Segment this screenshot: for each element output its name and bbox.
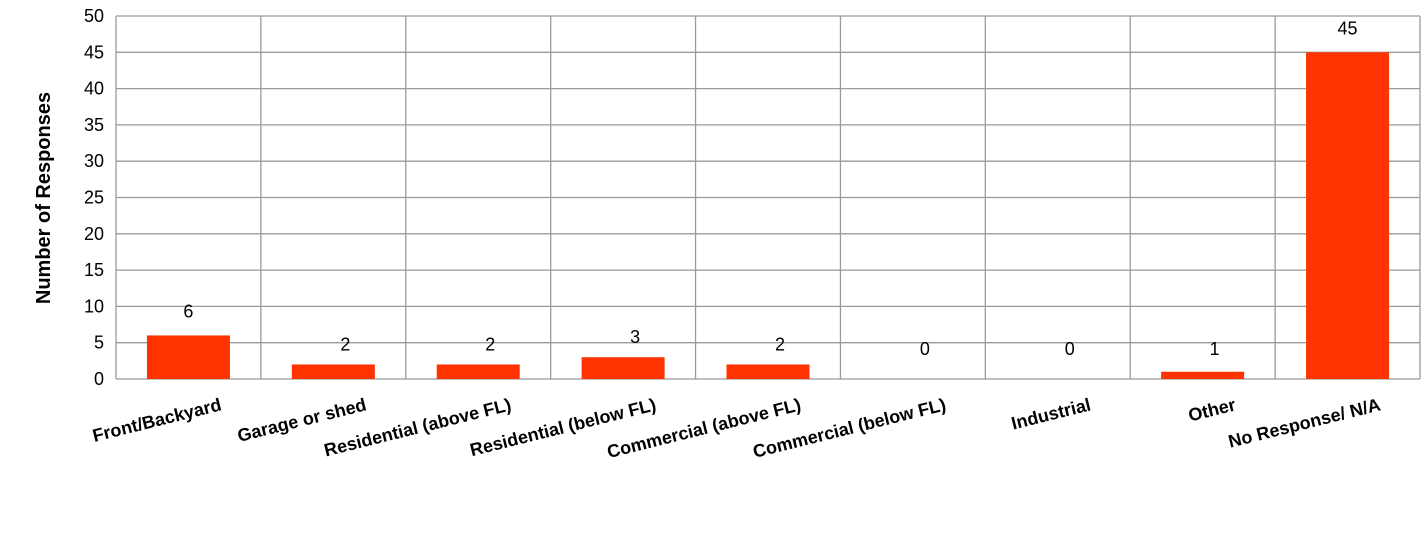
y-tick-label: 5 [94, 333, 104, 353]
data-label: 45 [1338, 18, 1358, 38]
x-category-label: Front/Backyard [90, 394, 223, 445]
data-label: 3 [630, 327, 640, 347]
bar [436, 364, 520, 379]
data-label: 0 [1065, 339, 1075, 359]
data-label: 1 [1210, 339, 1220, 359]
y-tick-label: 45 [84, 42, 104, 62]
x-category-label: No Response/ N/A [1226, 394, 1382, 451]
y-tick-label: 25 [84, 188, 104, 208]
bar [146, 335, 230, 379]
y-tick-label: 35 [84, 115, 104, 135]
x-axis-categories: Front/Backyard Garage or shedResidential … [90, 394, 1382, 462]
bar [1306, 52, 1390, 380]
bar [1161, 371, 1245, 379]
y-tick-label: 0 [94, 369, 104, 389]
data-label: 2 [485, 334, 495, 354]
y-tick-label: 20 [84, 224, 104, 244]
y-axis-title: Number of Responses [33, 92, 55, 304]
data-label: 6 [183, 301, 193, 321]
data-label: 0 [920, 339, 930, 359]
y-tick-label: 30 [84, 151, 104, 171]
data-label: 2 [775, 334, 785, 354]
y-axis-ticks: 0 5 10 15 20 25 30 35 40 45 50 [84, 6, 104, 389]
data-labels: 6 2 2 3 2 0 0 1 45 [183, 18, 1357, 359]
bars [146, 52, 1390, 380]
x-category-label: Other [1186, 394, 1237, 425]
y-tick-label: 10 [84, 296, 104, 316]
y-tick-label: 15 [84, 260, 104, 280]
gridlines [115, 15, 1421, 380]
data-label: 2 [340, 334, 350, 354]
bar [291, 364, 375, 379]
x-category-label: Industrial [1009, 394, 1092, 433]
bar [726, 364, 810, 379]
y-tick-label: 50 [84, 6, 104, 26]
bar [581, 357, 665, 379]
y-tick-label: 40 [84, 79, 104, 99]
